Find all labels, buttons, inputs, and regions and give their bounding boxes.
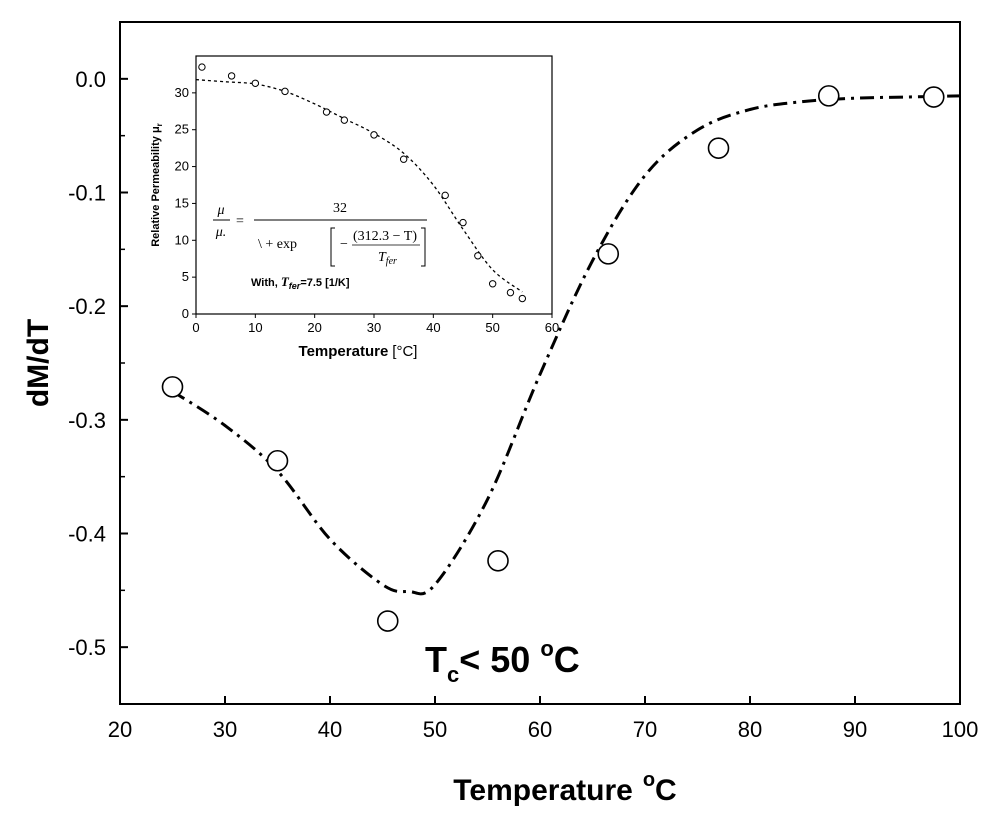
main-y-tick-label: -0.5 [68,635,106,660]
inset-y-tick-label: 10 [175,232,189,247]
inset-data-point [474,252,482,260]
inset-data-point [281,87,289,96]
inset-y-axis-title: Relative Permeability μr [150,123,164,247]
inset-background [195,55,553,315]
inset-data-point [506,288,515,297]
svg-text:=: = [236,214,244,229]
inset-x-tick-label: 50 [485,320,499,335]
inset-y-tick-label: 15 [175,195,189,210]
inset-data-point [518,294,527,303]
main-y-axis-title: dM/dT [22,319,55,407]
inset-y-tick-label: 20 [175,159,189,174]
inset-x-tick-label: 0 [192,320,199,335]
main-x-tick-label: 20 [108,717,132,742]
inset-y-tick-label: 25 [175,122,189,137]
inset-data-point [441,191,449,200]
main-x-tick-label: 90 [843,717,867,742]
main-y-axis: 0.0 -0.1 -0.2 -0.3 -0.4 -0.5 [68,67,128,705]
main-x-axis-title: Temperature oC [453,769,676,807]
main-data-point [922,86,945,108]
inset-data-point [251,79,260,87]
main-data-point [817,85,840,107]
inset-y-axis: 0 5 10 15 20 25 30 [175,85,196,321]
main-x-tick-label: 100 [942,717,979,742]
main-y-tick-label: -0.2 [68,294,106,319]
svg-text:32: 32 [333,201,347,216]
main-y-tick-label: -0.1 [68,181,106,206]
inset-data-point [198,63,206,71]
curie-annotation: Tc< 50 oC [425,636,580,687]
main-x-tick-label: 80 [738,717,762,742]
inset-data-point [227,72,236,80]
svg-text:Tfer: Tfer [378,250,397,267]
inset-note: With, Tfer=7.5 [1/K] [251,274,350,291]
main-y-tick-label: 0.0 [75,67,106,92]
main-data-point [707,137,730,159]
inset-x-tick-label: 30 [367,320,381,335]
main-y-tick-label: -0.3 [68,408,106,433]
main-x-tick-label: 30 [213,717,237,742]
svg-text:(312.3 − T): (312.3 − T) [353,229,417,244]
inset-y-tick-label: 30 [175,85,189,100]
inset-x-tick-label: 40 [426,320,440,335]
inset-data-point [322,108,331,116]
main-data-point [597,243,620,265]
inset-x-axis-title: Temperature [°C] [299,343,418,360]
svg-text:μ.: μ. [215,225,227,240]
inset-data-point [459,218,467,227]
main-data-point [161,376,184,398]
main-data-point [487,549,509,572]
inset-data-point [370,131,378,139]
main-x-tick-label: 70 [633,717,657,742]
inset-data-point [488,280,497,288]
main-x-tick-label: 50 [423,717,447,742]
main-data-point [376,610,399,632]
inset-x-axis: 0 10 20 30 40 50 60 [192,314,559,335]
inset-data-point [340,116,349,124]
inset-formula: μ μ. = 32 \ + exp − (312.3 − T) Tfer [213,201,427,267]
main-y-tick-label: -0.4 [68,522,106,547]
inset-y-tick-label: 0 [182,306,189,321]
inset-y-tick-label: 5 [182,269,189,284]
svg-text:−: − [340,237,348,252]
main-data-points [161,85,945,632]
svg-text:μ: μ [216,203,224,218]
inset-x-tick-label: 20 [307,320,321,335]
main-x-axis: 20 30 40 50 60 70 80 90 100 [108,696,979,742]
svg-text:\ + exp: \ + exp [258,237,297,252]
inset-chart: 0 10 20 30 40 50 60 0 5 10 15 20 25 30 Temperature [°… [150,55,559,360]
inset-x-tick-label: 60 [545,320,559,335]
inset-x-tick-label: 10 [248,320,262,335]
main-x-tick-label: 40 [318,717,342,742]
inset-data-points [198,63,527,303]
main-fit-curve [171,94,961,596]
inset-data-point [399,155,408,163]
main-x-tick-label: 60 [528,717,552,742]
main-data-point [266,449,289,472]
